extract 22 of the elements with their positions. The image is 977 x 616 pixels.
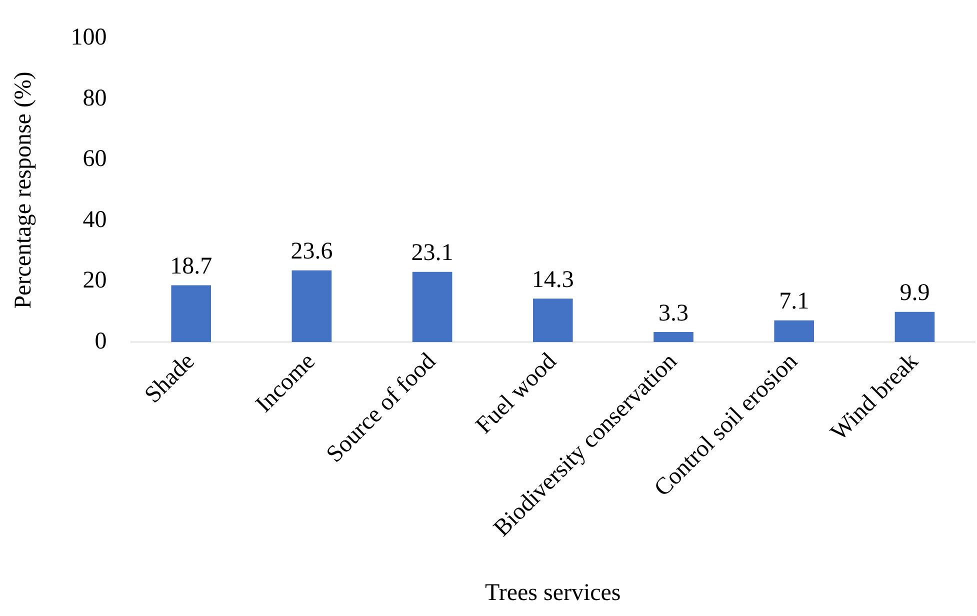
- y-tick-label: 80: [82, 85, 107, 112]
- data-label: 14.3: [532, 266, 574, 293]
- bar: [894, 312, 935, 342]
- bar: [533, 298, 573, 342]
- data-label: 23.1: [411, 240, 454, 266]
- data-label: 9.9: [900, 280, 930, 306]
- y-tick-label: 60: [82, 146, 107, 172]
- y-tick-label: 20: [82, 268, 107, 294]
- data-label: 18.7: [170, 254, 212, 280]
- bar: [171, 285, 211, 342]
- data-label: 23.6: [290, 238, 333, 265]
- bar: [774, 320, 814, 342]
- y-tick-label: 0: [94, 328, 107, 354]
- y-axis-title: Percentage response (%): [10, 72, 37, 309]
- bar: [292, 270, 332, 342]
- data-label: 3.3: [658, 300, 688, 326]
- bar: [654, 332, 694, 342]
- x-axis-title: Trees services: [485, 580, 621, 606]
- bar: [412, 272, 452, 342]
- data-label: 7.1: [779, 288, 810, 315]
- y-tick-label: 100: [70, 24, 107, 51]
- y-tick-label: 40: [82, 206, 107, 233]
